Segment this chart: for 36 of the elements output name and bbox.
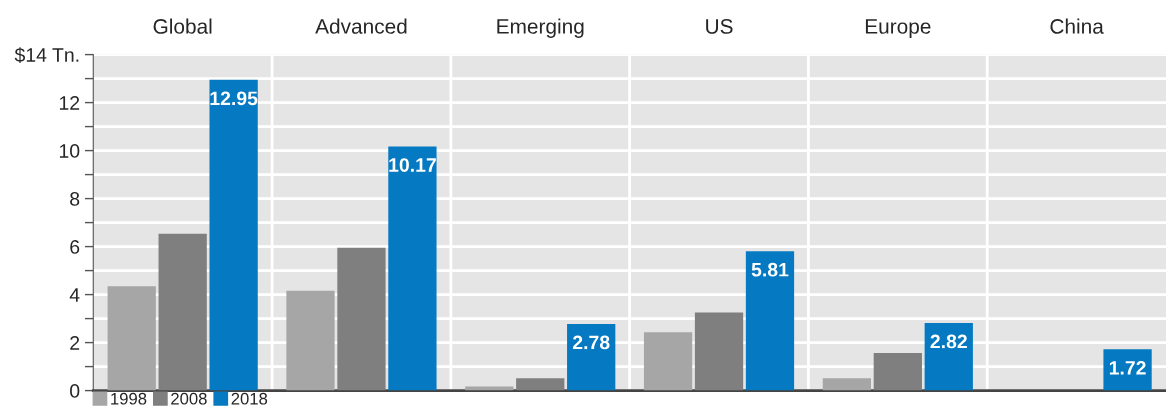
- data-label: 2.82: [930, 334, 967, 349]
- y-tick-label: 12: [59, 96, 80, 110]
- legend-label: 2018: [231, 392, 268, 405]
- bar: [516, 378, 565, 391]
- y-tick-label: 4: [69, 288, 80, 302]
- bar: [1103, 349, 1152, 391]
- data-label: 5.81: [751, 262, 789, 277]
- legend-label: 1998: [111, 392, 147, 405]
- data-label: 12.95: [210, 91, 258, 106]
- x-tick-label: Global: [153, 18, 212, 34]
- x-tick-label: Advanced: [315, 18, 407, 34]
- x-tick-label: China: [1050, 18, 1104, 34]
- x-tick-label: US: [706, 19, 733, 34]
- bar: [822, 378, 871, 391]
- bar: [643, 332, 693, 391]
- y-tick-label: $14 Tn.: [14, 47, 79, 63]
- legend-label: 2008: [171, 392, 207, 405]
- y-tick-label: 8: [70, 192, 80, 206]
- data-label: 1.72: [1109, 360, 1146, 375]
- bar: [388, 146, 437, 391]
- y-tick-label: 6: [70, 240, 80, 254]
- bar: [924, 322, 973, 391]
- data-label: 2.78: [572, 335, 610, 350]
- y-tick-label: 2: [70, 336, 80, 350]
- bar: [567, 323, 616, 391]
- x-tick-label: Europe: [865, 19, 931, 38]
- bar: [337, 247, 386, 391]
- bar: [286, 290, 335, 391]
- bar: [107, 286, 156, 391]
- x-tick-label: Emerging: [497, 18, 584, 38]
- y-tick-label: 10: [59, 144, 80, 158]
- bar: [745, 251, 795, 391]
- data-label: 10.17: [389, 158, 436, 172]
- bar: [873, 352, 922, 391]
- bar: [694, 312, 744, 391]
- y-tick-label: 0: [70, 384, 80, 398]
